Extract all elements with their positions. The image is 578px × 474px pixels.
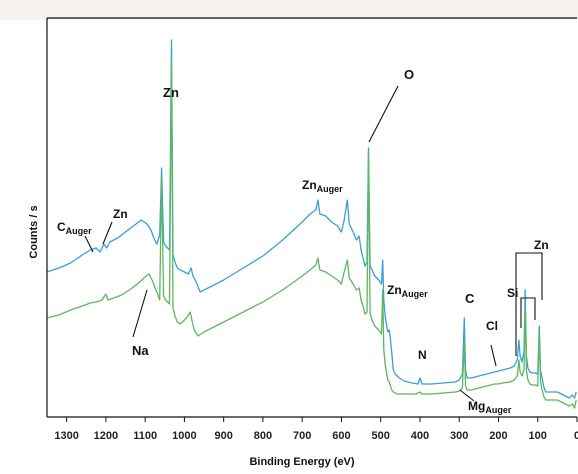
leader-line [132,289,148,338]
peak-label: Cl [486,319,498,333]
x-tick-label: 1000 [172,430,196,442]
peak-label: Zn [534,238,549,252]
series-line-lower [46,59,577,409]
peak-label: C [465,291,475,306]
leader-line [84,235,94,253]
leader-line [368,85,399,143]
x-axis: 1300 1200 1100 1000 900 800 700 600 500 400 300 200… [54,417,578,442]
si-bracket [520,297,536,328]
y-axis-title: Counts / s [28,205,40,258]
x-tick-label: 500 [372,430,390,442]
plot-frame [46,17,577,418]
peak-label: O [404,67,414,82]
x-tick-label: 1300 [54,430,78,442]
peak-label: MgAuger [468,399,512,415]
x-tick-label: 0 [574,430,578,442]
peak-label: Si [507,286,518,300]
x-tick-label: 100 [529,430,547,442]
leader-line [459,389,475,402]
leader-line [490,344,497,367]
zn-bracket [515,252,543,356]
x-tick-label: 300 [450,430,468,442]
peak-label: Na [132,343,149,358]
x-tick-label: 1100 [133,430,157,442]
peak-annotations: Zn O CAuger Zn ZnAuger ZnAuger Na N C Cl Si Zn MgAug… [57,67,549,415]
peak-label: CAuger [57,220,92,236]
x-tick-label: 800 [254,430,272,442]
x-tick-label: 700 [293,430,311,442]
x-axis-title: Binding Energy (eV) [249,456,354,468]
leader-line [102,221,113,245]
series-layer [46,39,577,409]
peak-label: ZnAuger [302,178,343,194]
peak-label: Zn [163,85,179,100]
peak-label: ZnAuger [387,283,428,299]
header-band [0,0,578,20]
x-tick-label: 600 [332,430,350,442]
x-tick-label: 900 [214,430,232,442]
leader-lines [84,85,543,402]
peak-label: N [418,348,427,362]
peak-label: Zn [113,207,128,221]
x-tick-label: 400 [411,430,429,442]
x-tick-label: 200 [489,430,507,442]
x-tick-label: 1200 [94,430,118,442]
